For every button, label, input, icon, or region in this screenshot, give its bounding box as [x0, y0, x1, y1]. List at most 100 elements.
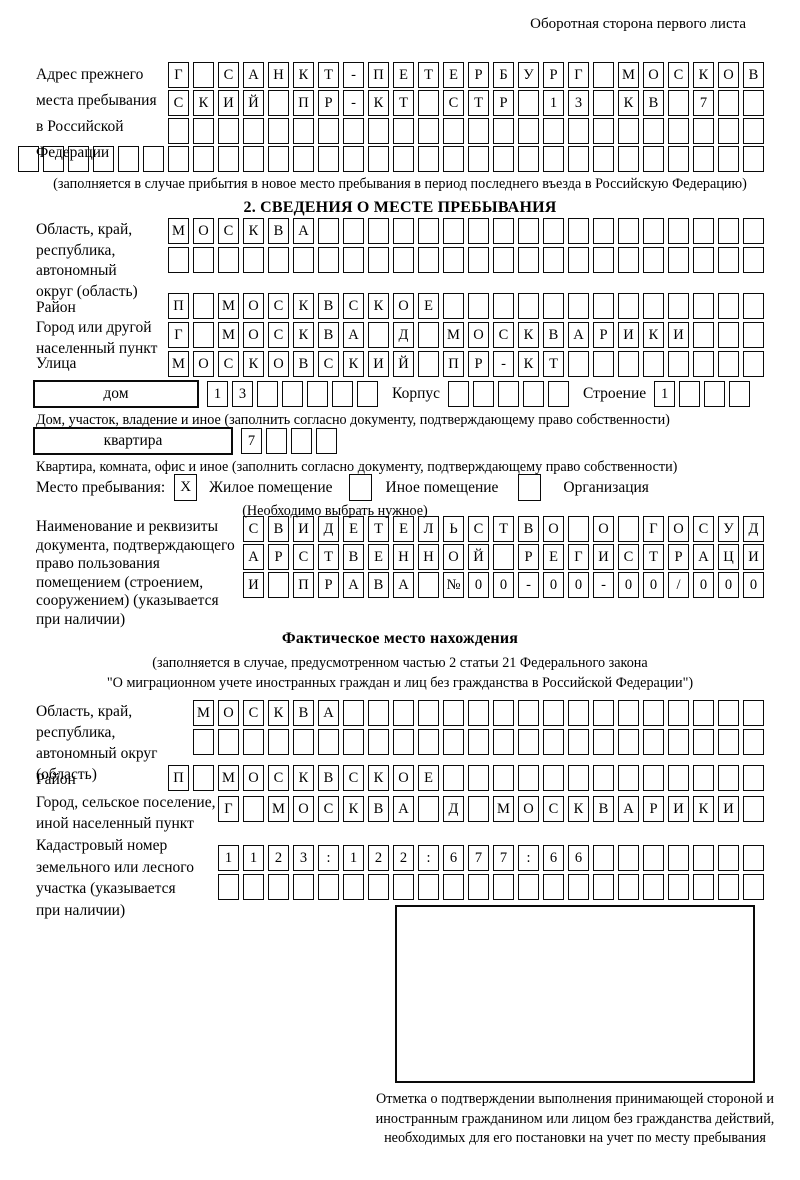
char-box[interactable] — [618, 218, 639, 244]
char-box[interactable] — [168, 247, 189, 273]
char-box[interactable] — [443, 700, 464, 726]
char-box[interactable]: К — [518, 322, 539, 348]
char-box[interactable]: К — [243, 351, 264, 377]
char-box[interactable] — [468, 874, 489, 900]
char-box[interactable]: В — [318, 293, 339, 319]
char-box[interactable] — [618, 765, 639, 791]
char-box[interactable] — [418, 322, 439, 348]
char-box[interactable] — [693, 247, 714, 273]
char-box[interactable]: М — [493, 796, 514, 822]
char-box[interactable] — [568, 118, 589, 144]
char-box[interactable]: К — [693, 62, 714, 88]
char-box[interactable]: 3 — [568, 90, 589, 116]
char-box[interactable]: В — [343, 544, 364, 570]
char-box[interactable] — [307, 381, 328, 407]
char-box[interactable]: В — [318, 322, 339, 348]
char-box[interactable]: М — [168, 218, 189, 244]
char-box[interactable]: Г — [168, 322, 189, 348]
char-box[interactable] — [468, 118, 489, 144]
checkbox-organization[interactable] — [518, 474, 542, 501]
char-box[interactable]: 6 — [443, 845, 464, 871]
char-box[interactable]: С — [618, 544, 639, 570]
char-box[interactable]: О — [243, 293, 264, 319]
char-box[interactable]: С — [268, 765, 289, 791]
char-box[interactable] — [643, 218, 664, 244]
char-box[interactable] — [743, 322, 764, 348]
char-box[interactable] — [668, 218, 689, 244]
char-box[interactable]: О — [243, 322, 264, 348]
char-box[interactable]: Е — [543, 544, 564, 570]
char-box[interactable]: : — [418, 845, 439, 871]
char-box[interactable]: Т — [643, 544, 664, 570]
char-box[interactable]: Е — [418, 293, 439, 319]
char-box[interactable] — [316, 428, 337, 454]
char-box[interactable]: Е — [368, 544, 389, 570]
char-box[interactable]: Л — [418, 516, 439, 542]
char-box[interactable]: К — [343, 351, 364, 377]
char-box[interactable]: С — [243, 516, 264, 542]
char-box[interactable] — [266, 428, 287, 454]
char-box[interactable]: Е — [343, 516, 364, 542]
char-box[interactable]: И — [668, 322, 689, 348]
char-box[interactable]: А — [393, 572, 414, 598]
char-box[interactable] — [332, 381, 353, 407]
char-box[interactable]: В — [268, 516, 289, 542]
char-box[interactable]: И — [743, 544, 764, 570]
char-box[interactable]: Д — [743, 516, 764, 542]
char-box[interactable]: Й — [468, 544, 489, 570]
char-box[interactable] — [68, 146, 89, 172]
char-box[interactable]: С — [168, 90, 189, 116]
char-box[interactable] — [418, 796, 439, 822]
char-box[interactable]: С — [218, 351, 239, 377]
char-box[interactable] — [718, 218, 739, 244]
char-box[interactable]: Д — [318, 516, 339, 542]
char-box[interactable]: 0 — [568, 572, 589, 598]
char-box[interactable] — [543, 146, 564, 172]
char-box[interactable] — [668, 293, 689, 319]
char-box[interactable] — [318, 118, 339, 144]
char-box[interactable]: П — [293, 572, 314, 598]
char-box[interactable] — [543, 218, 564, 244]
char-box[interactable]: И — [618, 322, 639, 348]
char-box[interactable]: С — [343, 765, 364, 791]
char-box[interactable] — [418, 572, 439, 598]
char-box[interactable]: 0 — [693, 572, 714, 598]
char-box[interactable]: С — [443, 90, 464, 116]
char-box[interactable] — [257, 381, 278, 407]
char-box[interactable] — [368, 874, 389, 900]
char-box[interactable] — [443, 293, 464, 319]
char-box[interactable]: С — [318, 351, 339, 377]
char-box[interactable] — [193, 247, 214, 273]
char-box[interactable] — [268, 729, 289, 755]
char-box[interactable]: С — [343, 293, 364, 319]
char-box[interactable] — [518, 729, 539, 755]
char-box[interactable]: К — [293, 62, 314, 88]
char-box[interactable]: И — [293, 516, 314, 542]
char-box[interactable]: - — [518, 572, 539, 598]
char-box[interactable]: П — [443, 351, 464, 377]
char-box[interactable] — [618, 874, 639, 900]
char-box[interactable] — [493, 218, 514, 244]
char-box[interactable] — [693, 351, 714, 377]
char-box[interactable] — [193, 729, 214, 755]
char-box[interactable] — [18, 146, 39, 172]
char-box[interactable] — [243, 729, 264, 755]
char-box[interactable]: Т — [543, 351, 564, 377]
char-box[interactable] — [568, 729, 589, 755]
char-box[interactable] — [593, 729, 614, 755]
char-box[interactable] — [643, 146, 664, 172]
char-box[interactable] — [193, 293, 214, 319]
char-box[interactable]: В — [368, 572, 389, 598]
char-box[interactable]: А — [393, 796, 414, 822]
char-box[interactable]: А — [568, 322, 589, 348]
char-box[interactable]: О — [668, 516, 689, 542]
char-box[interactable]: 3 — [293, 845, 314, 871]
char-box[interactable]: К — [518, 351, 539, 377]
char-box[interactable] — [593, 247, 614, 273]
char-box[interactable]: О — [593, 516, 614, 542]
char-box[interactable] — [643, 765, 664, 791]
char-box[interactable] — [643, 845, 664, 871]
char-box[interactable]: А — [243, 62, 264, 88]
char-box[interactable]: В — [268, 218, 289, 244]
char-box[interactable] — [618, 293, 639, 319]
